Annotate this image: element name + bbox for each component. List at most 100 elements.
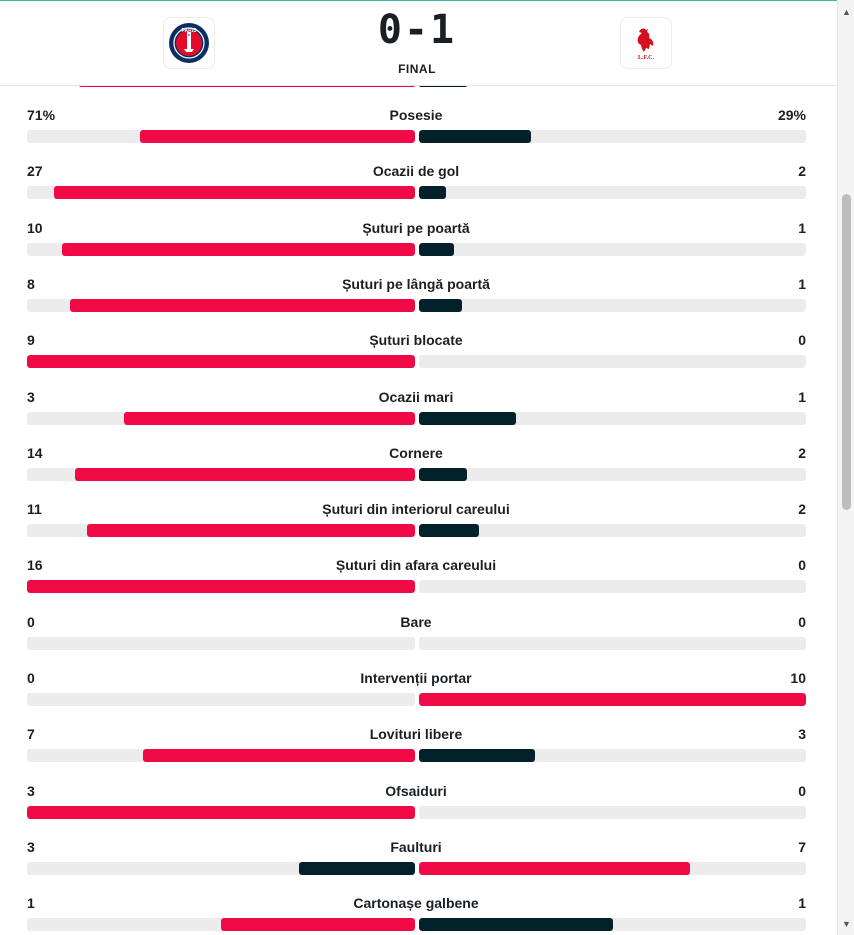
stat-bar-home-track [27, 242, 415, 256]
stat-row: 7 Lovituri libere 3 [0, 705, 837, 763]
stat-label: Cornere [389, 444, 443, 461]
stat-away-value: 0 [798, 557, 806, 574]
stat-bar-away-fill [419, 411, 516, 425]
stat-bar-home-track [27, 186, 415, 200]
scroll-thumb[interactable] [842, 194, 851, 510]
stat-bar-home-fill [143, 749, 415, 763]
stat-home-value: 0 [27, 613, 35, 630]
stat-bar-home-fill [87, 524, 415, 538]
stat-bar-home-track [27, 298, 415, 312]
top-accent-line [0, 0, 854, 1]
stat-bar-away-fill [419, 524, 479, 538]
stat-label: Intervenții portar [360, 670, 472, 686]
match-status: FINAL [398, 62, 436, 76]
stat-away-value: 1 [798, 388, 806, 405]
stat-row: 11 Șuturi din interiorul careului 2 [0, 480, 837, 538]
stat-bar-away-track [419, 636, 806, 650]
stat-bar-home-fill [62, 242, 415, 256]
stat-bar-away-fill [419, 918, 613, 932]
stat-bar-home-track [27, 861, 415, 875]
stat-bar-away-track [419, 918, 806, 932]
stat-bar-home-fill [27, 580, 415, 594]
scrollbar[interactable]: ▲ ▼ [837, 0, 854, 935]
stat-home-value: 16 [27, 557, 43, 574]
stat-bar-away-track [419, 355, 806, 369]
stat-bar-home-fill [299, 861, 415, 875]
stat-bar-away-track [419, 298, 806, 312]
stat-bar-away-track [419, 693, 806, 706]
stat-home-value: 7 [27, 726, 35, 743]
stat-bar-home-track [27, 524, 415, 538]
stat-home-value: 3 [27, 388, 35, 405]
stat-label: Posesie [389, 107, 443, 123]
stat-label: Șuturi pe poartă [362, 219, 470, 236]
stat-bar-home-track [27, 749, 415, 763]
stat-bar-home-track [27, 805, 415, 819]
stat-home-value: 27 [27, 163, 43, 180]
stat-home-value: 3 [27, 782, 35, 799]
stat-away-value: 0 [798, 782, 806, 799]
stat-away-value: 1 [798, 219, 806, 236]
stat-label: Cartonașe galbene [353, 895, 479, 912]
stat-bar-home-track [27, 693, 415, 706]
stat-bar-home-track [27, 580, 415, 594]
stat-bar-away-track [419, 130, 806, 143]
stat-bar-away-fill [419, 298, 462, 312]
liverbird-crest-icon: L.F.C. [637, 28, 654, 61]
stat-home-value: 1 [27, 895, 35, 912]
stat-bar-home-track [27, 130, 415, 143]
stat-label: Faulturi [390, 838, 442, 855]
stat-away-value: 3 [798, 726, 806, 743]
stat-label: Șuturi din afara careului [335, 557, 497, 574]
stat-row: 14 Cornere 2 [0, 424, 837, 481]
stat-row: 16 Șuturi din afara careului 0 [0, 536, 837, 594]
stat-home-value: 11 [27, 501, 42, 518]
stat-bar-home-fill [27, 805, 415, 819]
stat-away-value: 29% [777, 107, 806, 123]
stat-row: 0 Bare 0 [0, 593, 837, 650]
stat-bar-away-track [419, 749, 806, 763]
svg-text:PARIS: PARIS [182, 28, 198, 34]
stat-row: 3 Faulturi 7 [0, 818, 837, 875]
stat-bar-away-fill [419, 130, 531, 143]
stat-row: 71% Posesie 29% [0, 86, 837, 143]
stat-bar-home-track [27, 636, 415, 650]
stat-label: Ocazii mari [378, 388, 454, 405]
stat-away-value: 7 [798, 838, 806, 855]
stat-bar-home-fill [221, 918, 415, 932]
stat-bar-away-fill [419, 242, 454, 256]
stat-bar-home-fill [70, 298, 415, 312]
stat-row: 3 Ocazii mari 1 [0, 368, 837, 425]
stat-row: 3 Ofsaiduri 0 [0, 762, 837, 819]
stat-home-value: 14 [27, 444, 43, 461]
stat-bar-away-track [419, 580, 806, 594]
away-team-logo[interactable]: L.F.C. [620, 17, 672, 69]
stat-bar-home-fill [140, 130, 415, 143]
stat-bar-home-fill [75, 467, 415, 481]
stat-bar-home-track [27, 411, 415, 425]
stat-bar-home-track [27, 918, 415, 932]
scroll-up-arrow-icon[interactable]: ▲ [842, 7, 851, 17]
stat-home-value: 3 [27, 838, 35, 855]
scroll-down-arrow-icon[interactable]: ▼ [842, 919, 851, 929]
stat-bar-away-track [419, 186, 806, 200]
stat-home-value: 9 [27, 332, 35, 349]
stat-row: 27 Ocazii de gol 2 [0, 142, 837, 200]
stat-bar-away-track [419, 805, 806, 819]
stat-away-value: 2 [798, 444, 806, 461]
statistics-list: 71% Posesie 29% 27 Ocazii de gol 2 10 Șuturi pe… [0, 86, 837, 935]
stat-label: Ofsaiduri [385, 782, 447, 799]
stat-bar-away-fill [419, 693, 806, 706]
home-team-logo[interactable]: PARIS [163, 17, 215, 69]
stat-bar-home-fill [124, 411, 415, 425]
stat-row: 0 Intervenții portar 10 [0, 649, 837, 706]
stat-label: Șuturi blocate [369, 332, 463, 349]
stat-away-value: 0 [798, 613, 806, 630]
stat-bar-home-track [27, 355, 415, 369]
match-score: 0-1 [377, 7, 457, 53]
stat-bar-away-track [419, 467, 806, 481]
stat-away-value: 1 [798, 275, 806, 292]
stat-away-value: 0 [798, 332, 806, 349]
stat-bar-home-track [27, 467, 415, 481]
svg-text:L.F.C.: L.F.C. [638, 55, 654, 61]
